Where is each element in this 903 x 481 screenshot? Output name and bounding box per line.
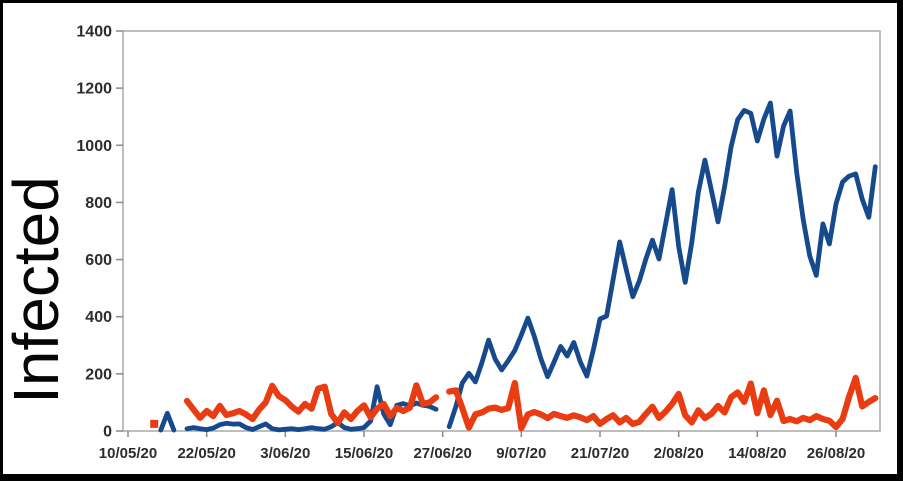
- x-tick-label: 10/05/20: [99, 445, 157, 462]
- x-tick-label: 22/05/20: [177, 445, 235, 462]
- orange-series-line: [183, 382, 440, 427]
- x-tick-label: 21/07/20: [571, 445, 629, 462]
- y-tick-label: 400: [85, 309, 112, 326]
- plot-area: 0 200 400 600 800 1000 1200 1400 10/05/20 22/05/2…: [76, 24, 881, 462]
- y-tick-label: 1200: [76, 81, 112, 98]
- plot-frame: [122, 30, 881, 432]
- x-tick-label: 3/06/20: [260, 445, 310, 462]
- x-tick-label: 27/06/20: [413, 445, 471, 462]
- y-tick-label: 1000: [76, 138, 112, 155]
- y-tick-label: 800: [85, 195, 112, 212]
- y-tick-label: 1400: [76, 24, 112, 41]
- x-tick-label: 26/08/20: [807, 445, 865, 462]
- orange-series-line: [446, 374, 879, 432]
- orange-series-point: [150, 419, 159, 428]
- x-tick-label: 2/08/20: [654, 445, 704, 462]
- blue-series-line: [158, 410, 177, 433]
- x-tick-label: 14/08/20: [728, 445, 786, 462]
- blue-series-line: [446, 100, 878, 430]
- y-tick-label: 200: [85, 366, 112, 383]
- y-tick-label: 600: [85, 252, 112, 269]
- x-tick-label: 9/07/20: [496, 445, 546, 462]
- x-tick-label: 15/06/20: [335, 445, 393, 462]
- y-tick-label: 0: [103, 424, 112, 441]
